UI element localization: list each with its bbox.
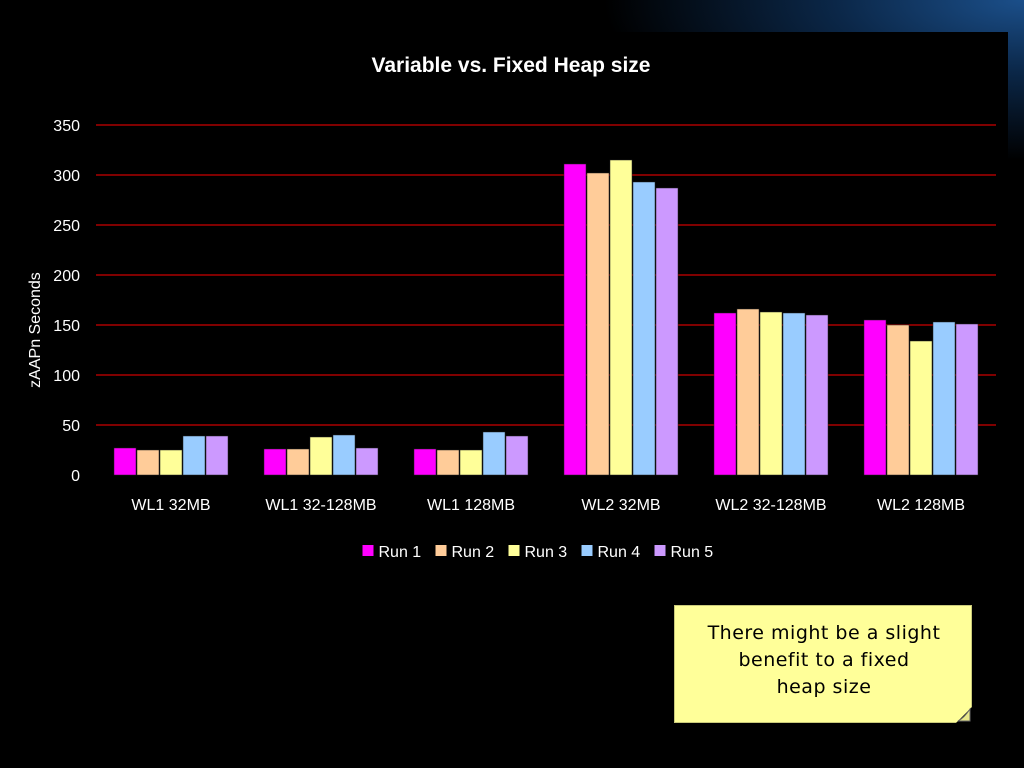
chart-area: Variable vs. Fixed Heap size 0 50 100 150 20…	[0, 32, 1008, 576]
y-axis-label: zAAPn Seconds	[27, 272, 44, 388]
bar-run-3	[909, 340, 933, 476]
bar-run-5	[205, 435, 229, 476]
bars	[113, 159, 979, 476]
legend-label: Run 5	[671, 544, 714, 561]
bar-run-3	[459, 449, 483, 476]
legend-swatch	[508, 545, 520, 556]
bar-run-1	[563, 163, 587, 476]
y-tick-label: 50	[62, 418, 80, 435]
chart-title: Variable vs. Fixed Heap size	[372, 54, 651, 77]
y-tick-label: 300	[53, 168, 80, 185]
bar-run-4	[932, 321, 956, 476]
callout-line-3: heap size	[776, 676, 872, 698]
bar-chart: Variable vs. Fixed Heap size 0 50 100 150 20…	[27, 54, 996, 561]
x-tick-label: WL1 32MB	[131, 497, 210, 514]
legend-label: Run 2	[452, 544, 495, 561]
legend-swatch	[581, 545, 593, 556]
callout-line-2: benefit to a fixed	[738, 649, 910, 671]
bar-run-4	[482, 431, 506, 476]
bar-run-2	[586, 172, 610, 476]
legend-label: Run 3	[525, 544, 568, 561]
y-tick-label: 200	[53, 268, 80, 285]
callout-line-1: There might be a slight	[707, 622, 941, 644]
legend: Run 1 Run 2 Run 3 Run 4 Run 5	[362, 544, 714, 561]
bar-run-4	[632, 181, 656, 476]
x-tick-label: WL1 32-128MB	[265, 497, 376, 514]
x-axis-ticks: WL1 32MB WL1 32-128MB WL1 128MB WL2 32MB WL2…	[131, 497, 965, 514]
legend-swatch	[435, 545, 447, 556]
bar-run-5	[655, 187, 679, 476]
x-tick-label: WL2 32-128MB	[715, 497, 826, 514]
legend-label: Run 1	[379, 544, 422, 561]
bar-run-2	[886, 324, 910, 476]
bar-run-2	[136, 449, 160, 476]
x-tick-label: WL1 128MB	[427, 497, 515, 514]
y-tick-label: 0	[71, 468, 80, 485]
bar-run-3	[309, 436, 333, 476]
bar-run-1	[713, 312, 737, 476]
bar-run-2	[286, 448, 310, 476]
bar-run-3	[159, 449, 183, 476]
page-curl-icon	[956, 707, 972, 723]
bar-run-5	[355, 447, 379, 476]
callout-note: There might be a slight benefit to a fix…	[674, 605, 972, 723]
x-tick-label: WL2 128MB	[877, 497, 965, 514]
bar-run-2	[736, 308, 760, 476]
bar-run-1	[413, 448, 437, 476]
bar-run-4	[782, 312, 806, 476]
gridlines	[96, 124, 996, 426]
bar-run-2	[436, 449, 460, 476]
legend-label: Run 4	[598, 544, 641, 561]
bar-run-1	[263, 448, 287, 476]
bar-run-1	[863, 319, 887, 476]
bar-run-4	[332, 434, 356, 476]
legend-swatch	[654, 545, 666, 556]
y-tick-label: 250	[53, 218, 80, 235]
bar-run-5	[955, 323, 979, 476]
y-tick-label: 150	[53, 318, 80, 335]
x-tick-label: WL2 32MB	[581, 497, 660, 514]
bar-run-4	[182, 435, 206, 476]
y-axis-ticks: 0 50 100 150 200 250 300 350	[53, 118, 80, 485]
y-tick-label: 100	[53, 368, 80, 385]
bar-run-5	[805, 314, 829, 476]
bar-run-3	[759, 311, 783, 476]
bar-run-5	[505, 435, 529, 476]
callout-text: There might be a slight benefit to a fix…	[675, 620, 973, 701]
bar-run-1	[113, 447, 137, 476]
legend-swatch	[362, 545, 374, 556]
y-tick-label: 350	[53, 118, 80, 135]
bar-run-3	[609, 159, 633, 476]
